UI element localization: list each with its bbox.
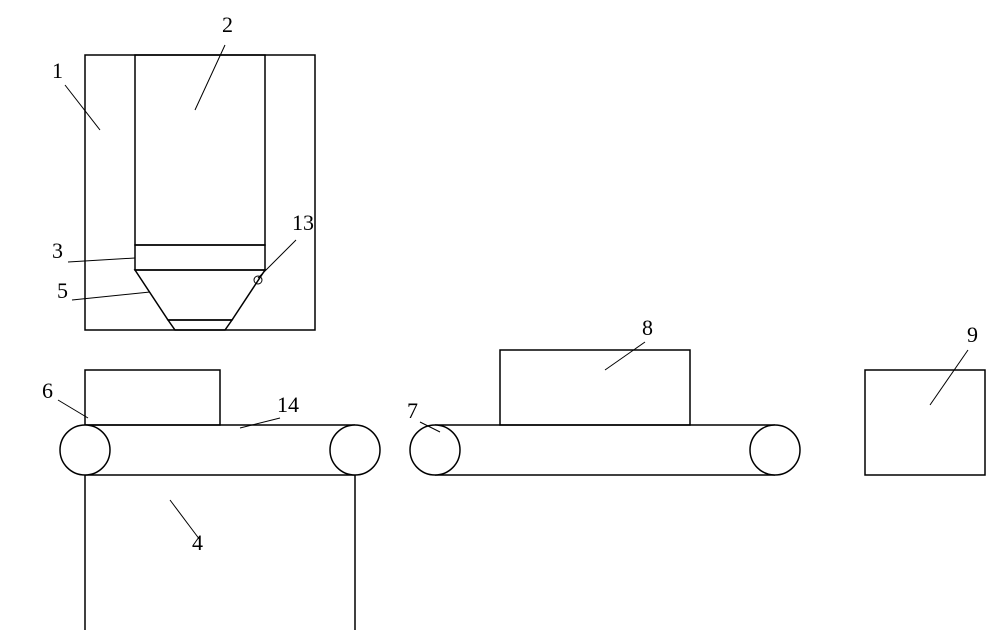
leader-5 [72,292,150,300]
label-1: 1 [52,58,63,84]
label-3: 3 [52,238,63,264]
box-8 [500,350,690,425]
conveyor-7-left-roller [410,425,460,475]
label-13: 13 [292,210,314,236]
label-14: 14 [277,392,299,418]
leader-3 [68,258,135,262]
leader-9 [930,350,968,405]
trapezoid-5 [135,270,265,320]
outer-box-1 [85,55,315,330]
leader-14 [240,418,280,428]
trapezoid-bottom [168,320,232,330]
box-6 [85,370,220,425]
conveyor-14-left-roller [60,425,110,475]
box-9 [865,370,985,475]
conveyor-14-right-roller [330,425,380,475]
label-9: 9 [967,322,978,348]
label-5: 5 [57,278,68,304]
conveyor-7-right-roller [750,425,800,475]
label-6: 6 [42,378,53,404]
leader-1 [65,85,100,130]
rect-3 [135,245,265,270]
label-7: 7 [407,398,418,424]
schematic-svg [0,0,1000,632]
label-2: 2 [222,12,233,38]
label-8: 8 [642,315,653,341]
diagram-container: 1 2 3 4 5 6 7 8 9 13 14 [0,0,1000,632]
leader-6 [58,400,88,418]
leader-8 [605,342,645,370]
inner-rect-2 [135,55,265,245]
label-4: 4 [192,530,203,556]
